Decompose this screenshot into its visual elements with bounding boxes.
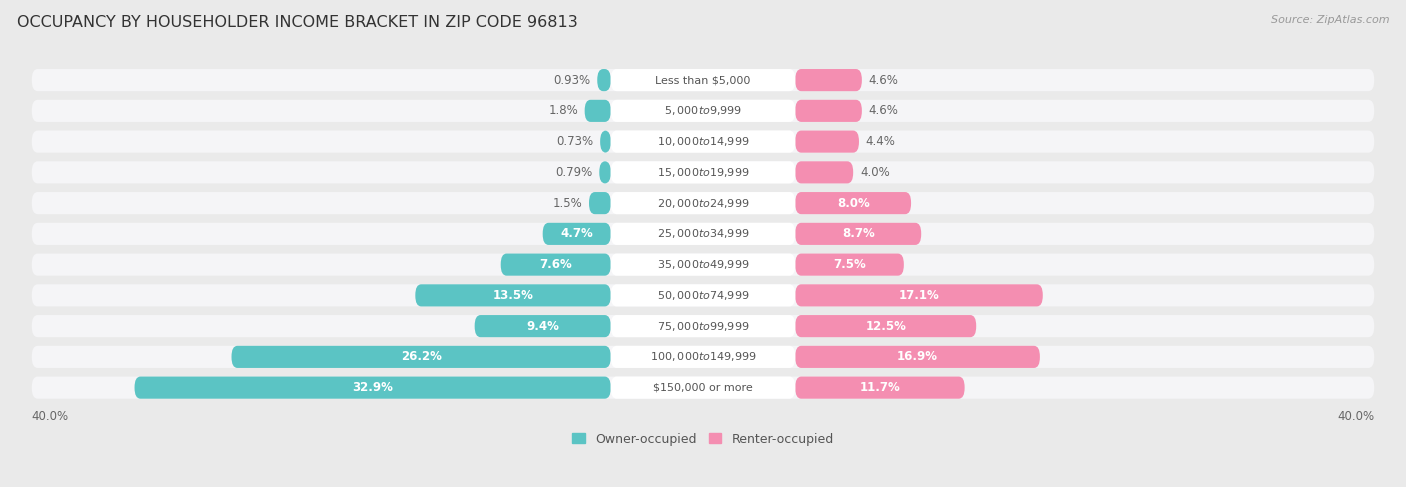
FancyBboxPatch shape — [796, 100, 862, 122]
FancyBboxPatch shape — [610, 100, 796, 122]
FancyBboxPatch shape — [610, 223, 796, 245]
FancyBboxPatch shape — [585, 100, 610, 122]
FancyBboxPatch shape — [543, 223, 610, 245]
FancyBboxPatch shape — [32, 69, 1374, 91]
Text: 13.5%: 13.5% — [492, 289, 533, 302]
FancyBboxPatch shape — [589, 192, 610, 214]
Text: 4.0%: 4.0% — [860, 166, 890, 179]
Text: 1.5%: 1.5% — [553, 197, 582, 209]
FancyBboxPatch shape — [501, 254, 610, 276]
FancyBboxPatch shape — [610, 192, 796, 214]
Text: $75,000 to $99,999: $75,000 to $99,999 — [657, 319, 749, 333]
Text: $35,000 to $49,999: $35,000 to $49,999 — [657, 258, 749, 271]
FancyBboxPatch shape — [32, 100, 1374, 122]
Text: $50,000 to $74,999: $50,000 to $74,999 — [657, 289, 749, 302]
FancyBboxPatch shape — [796, 376, 965, 399]
Text: 26.2%: 26.2% — [401, 350, 441, 363]
Text: 7.6%: 7.6% — [540, 258, 572, 271]
FancyBboxPatch shape — [599, 161, 610, 184]
Text: $150,000 or more: $150,000 or more — [654, 383, 752, 393]
FancyBboxPatch shape — [796, 223, 921, 245]
Text: 16.9%: 16.9% — [897, 350, 938, 363]
FancyBboxPatch shape — [610, 346, 796, 368]
FancyBboxPatch shape — [32, 192, 1374, 214]
Text: $5,000 to $9,999: $5,000 to $9,999 — [664, 104, 742, 117]
FancyBboxPatch shape — [32, 284, 1374, 306]
FancyBboxPatch shape — [796, 131, 859, 153]
FancyBboxPatch shape — [610, 69, 796, 91]
Text: 4.6%: 4.6% — [869, 74, 898, 87]
FancyBboxPatch shape — [32, 131, 1374, 153]
Text: $100,000 to $149,999: $100,000 to $149,999 — [650, 350, 756, 363]
FancyBboxPatch shape — [796, 284, 1043, 306]
FancyBboxPatch shape — [610, 161, 796, 184]
FancyBboxPatch shape — [415, 284, 610, 306]
Text: $20,000 to $24,999: $20,000 to $24,999 — [657, 197, 749, 209]
FancyBboxPatch shape — [232, 346, 610, 368]
Text: Source: ZipAtlas.com: Source: ZipAtlas.com — [1271, 15, 1389, 25]
FancyBboxPatch shape — [610, 131, 796, 153]
FancyBboxPatch shape — [32, 376, 1374, 399]
Text: 9.4%: 9.4% — [526, 319, 560, 333]
FancyBboxPatch shape — [32, 346, 1374, 368]
FancyBboxPatch shape — [610, 284, 796, 306]
Text: 32.9%: 32.9% — [352, 381, 394, 394]
FancyBboxPatch shape — [610, 376, 796, 399]
Text: 0.93%: 0.93% — [554, 74, 591, 87]
FancyBboxPatch shape — [32, 254, 1374, 276]
FancyBboxPatch shape — [796, 315, 976, 337]
Text: 0.73%: 0.73% — [557, 135, 593, 148]
Text: 1.8%: 1.8% — [548, 104, 578, 117]
Text: OCCUPANCY BY HOUSEHOLDER INCOME BRACKET IN ZIP CODE 96813: OCCUPANCY BY HOUSEHOLDER INCOME BRACKET … — [17, 15, 578, 30]
Text: 4.7%: 4.7% — [561, 227, 593, 241]
FancyBboxPatch shape — [796, 254, 904, 276]
FancyBboxPatch shape — [475, 315, 610, 337]
FancyBboxPatch shape — [610, 254, 796, 276]
FancyBboxPatch shape — [32, 223, 1374, 245]
Text: 17.1%: 17.1% — [898, 289, 939, 302]
Text: 40.0%: 40.0% — [32, 410, 69, 423]
Text: 8.7%: 8.7% — [842, 227, 875, 241]
FancyBboxPatch shape — [796, 161, 853, 184]
Text: 8.0%: 8.0% — [837, 197, 869, 209]
Text: 12.5%: 12.5% — [865, 319, 907, 333]
FancyBboxPatch shape — [796, 192, 911, 214]
Text: 4.4%: 4.4% — [866, 135, 896, 148]
FancyBboxPatch shape — [32, 161, 1374, 184]
FancyBboxPatch shape — [598, 69, 610, 91]
Text: 4.6%: 4.6% — [869, 104, 898, 117]
Legend: Owner-occupied, Renter-occupied: Owner-occupied, Renter-occupied — [568, 428, 838, 450]
Text: 40.0%: 40.0% — [1337, 410, 1374, 423]
Text: 0.79%: 0.79% — [555, 166, 592, 179]
FancyBboxPatch shape — [796, 346, 1040, 368]
Text: Less than $5,000: Less than $5,000 — [655, 75, 751, 85]
FancyBboxPatch shape — [600, 131, 610, 153]
FancyBboxPatch shape — [796, 69, 862, 91]
FancyBboxPatch shape — [135, 376, 610, 399]
Text: $25,000 to $34,999: $25,000 to $34,999 — [657, 227, 749, 241]
FancyBboxPatch shape — [610, 315, 796, 337]
Text: $15,000 to $19,999: $15,000 to $19,999 — [657, 166, 749, 179]
Text: 7.5%: 7.5% — [834, 258, 866, 271]
FancyBboxPatch shape — [32, 315, 1374, 337]
Text: 11.7%: 11.7% — [859, 381, 900, 394]
Text: $10,000 to $14,999: $10,000 to $14,999 — [657, 135, 749, 148]
